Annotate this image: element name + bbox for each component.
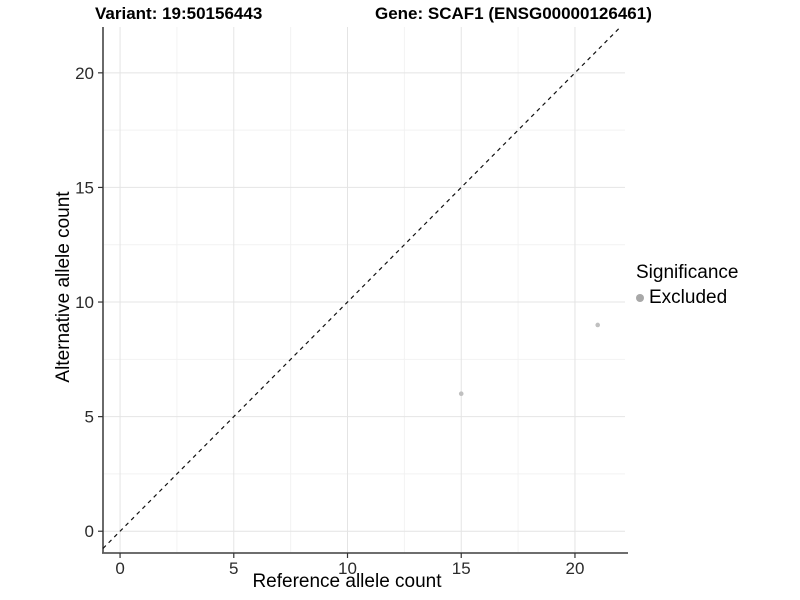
x-tick-label: 20	[565, 559, 584, 578]
data-point	[458, 391, 464, 397]
x-tick-label: 5	[229, 559, 238, 578]
x-tick-label: 10	[338, 559, 357, 578]
legend-item-label: Excluded	[649, 287, 728, 308]
legend: Significance Excluded	[636, 262, 738, 309]
y-tick-label: 20	[75, 64, 94, 83]
plot-title-variant: Variant: 19:50156443	[95, 4, 263, 23]
plot-title-gene: Gene: SCAF1 (ENSG00000126461)	[375, 4, 652, 23]
data-point	[595, 322, 601, 328]
y-tick-label: 15	[75, 178, 94, 197]
x-tick-label: 0	[115, 559, 124, 578]
y-axis-title: Alternative allele count	[53, 191, 74, 383]
legend-circle-marker-icon	[636, 294, 644, 302]
x-axis-title: Reference allele count	[252, 571, 442, 592]
y-tick-label: 0	[85, 522, 94, 541]
x-tick-label: 15	[452, 559, 471, 578]
y-tick-label: 10	[75, 293, 94, 312]
identity-dashed-line	[102, 26, 621, 549]
y-tick-label: 5	[85, 408, 94, 427]
legend-item-excluded: Excluded	[636, 287, 738, 309]
legend-title: Significance	[636, 262, 739, 283]
